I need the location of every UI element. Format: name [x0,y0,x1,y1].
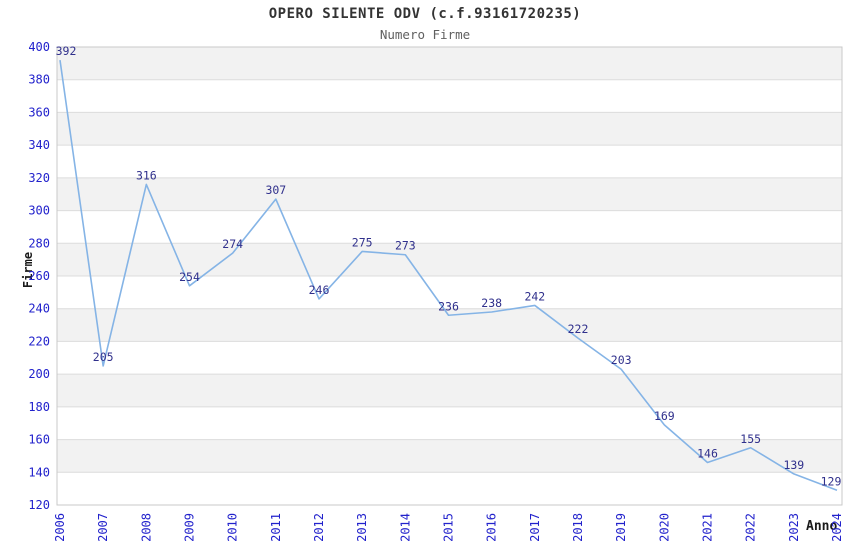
data-point-label: 273 [395,239,416,253]
x-tick-label: 2012 [312,513,326,542]
x-tick-label: 2024 [830,513,844,542]
x-tick-label: 2017 [528,513,542,542]
x-tick-label: 2021 [701,513,715,542]
plot-band [57,47,842,80]
x-tick-label: 2008 [139,513,153,542]
y-tick-label: 200 [28,367,50,381]
data-point-label: 129 [821,474,842,488]
y-tick-label: 340 [28,138,50,152]
x-tick-label: 2009 [183,513,197,542]
data-point-label: 169 [654,409,675,423]
x-tick-label: 2006 [53,513,67,542]
y-tick-label: 260 [28,269,50,283]
data-point-label: 155 [740,432,761,446]
x-tick-label: 2020 [657,513,671,542]
data-point-label: 238 [481,296,502,310]
data-point-label: 236 [438,299,459,313]
plot-border [56,46,843,506]
chart-subtitle: Numero Firme [379,27,471,42]
data-point-label: 242 [524,289,545,303]
x-tick-label: 2023 [787,513,801,542]
data-point-label: 392 [56,44,77,58]
y-tick-label: 300 [28,204,50,218]
x-tick-label: 2019 [614,513,628,542]
data-point-label: 316 [136,168,157,182]
x-tick-label: 2007 [96,513,110,542]
data-line [59,59,838,492]
x-tick-label: 2018 [571,513,585,542]
y-tick-label: 380 [28,73,50,87]
y-tick-label: 220 [28,334,50,348]
data-point-label: 246 [309,283,330,297]
data-point-label: 275 [352,235,373,249]
y-tick-label: 180 [28,400,50,414]
data-point-label: 307 [265,183,286,197]
data-point-label: 203 [611,353,632,367]
x-tick-label: 2016 [485,513,499,542]
y-tick-label: 140 [28,465,50,479]
y-tick-label: 320 [28,171,50,185]
x-tick-label: 2014 [398,513,412,542]
data-point-label: 146 [697,446,718,460]
chart-title: OPERO SILENTE ODV (c.f.93161720235) [268,6,582,22]
y-tick-label: 120 [28,498,50,512]
x-tick-label: 2011 [269,513,283,542]
y-tick-label: 280 [28,236,50,250]
data-point-label: 254 [179,270,200,284]
x-tick-label: 2010 [226,513,240,542]
y-tick-label: 240 [28,302,50,316]
x-tick-label: 2013 [355,513,369,542]
y-tick-label: 160 [28,433,50,447]
plot-band [57,308,842,342]
x-tick-label: 2015 [442,513,456,542]
data-point-label: 139 [783,458,804,472]
plot-band [57,374,842,407]
y-tick-label: 400 [28,40,50,54]
data-point-label: 205 [93,350,114,364]
y-tick-label: 360 [28,105,50,119]
data-point-label: 274 [222,237,243,251]
plot-band [57,112,842,146]
x-tick-label: 2022 [744,513,758,542]
plot-band [57,243,842,276]
plot-band [57,177,842,211]
plot-band [57,439,842,473]
data-point-label: 222 [568,322,589,336]
x-axis-title: Anno [806,519,838,534]
